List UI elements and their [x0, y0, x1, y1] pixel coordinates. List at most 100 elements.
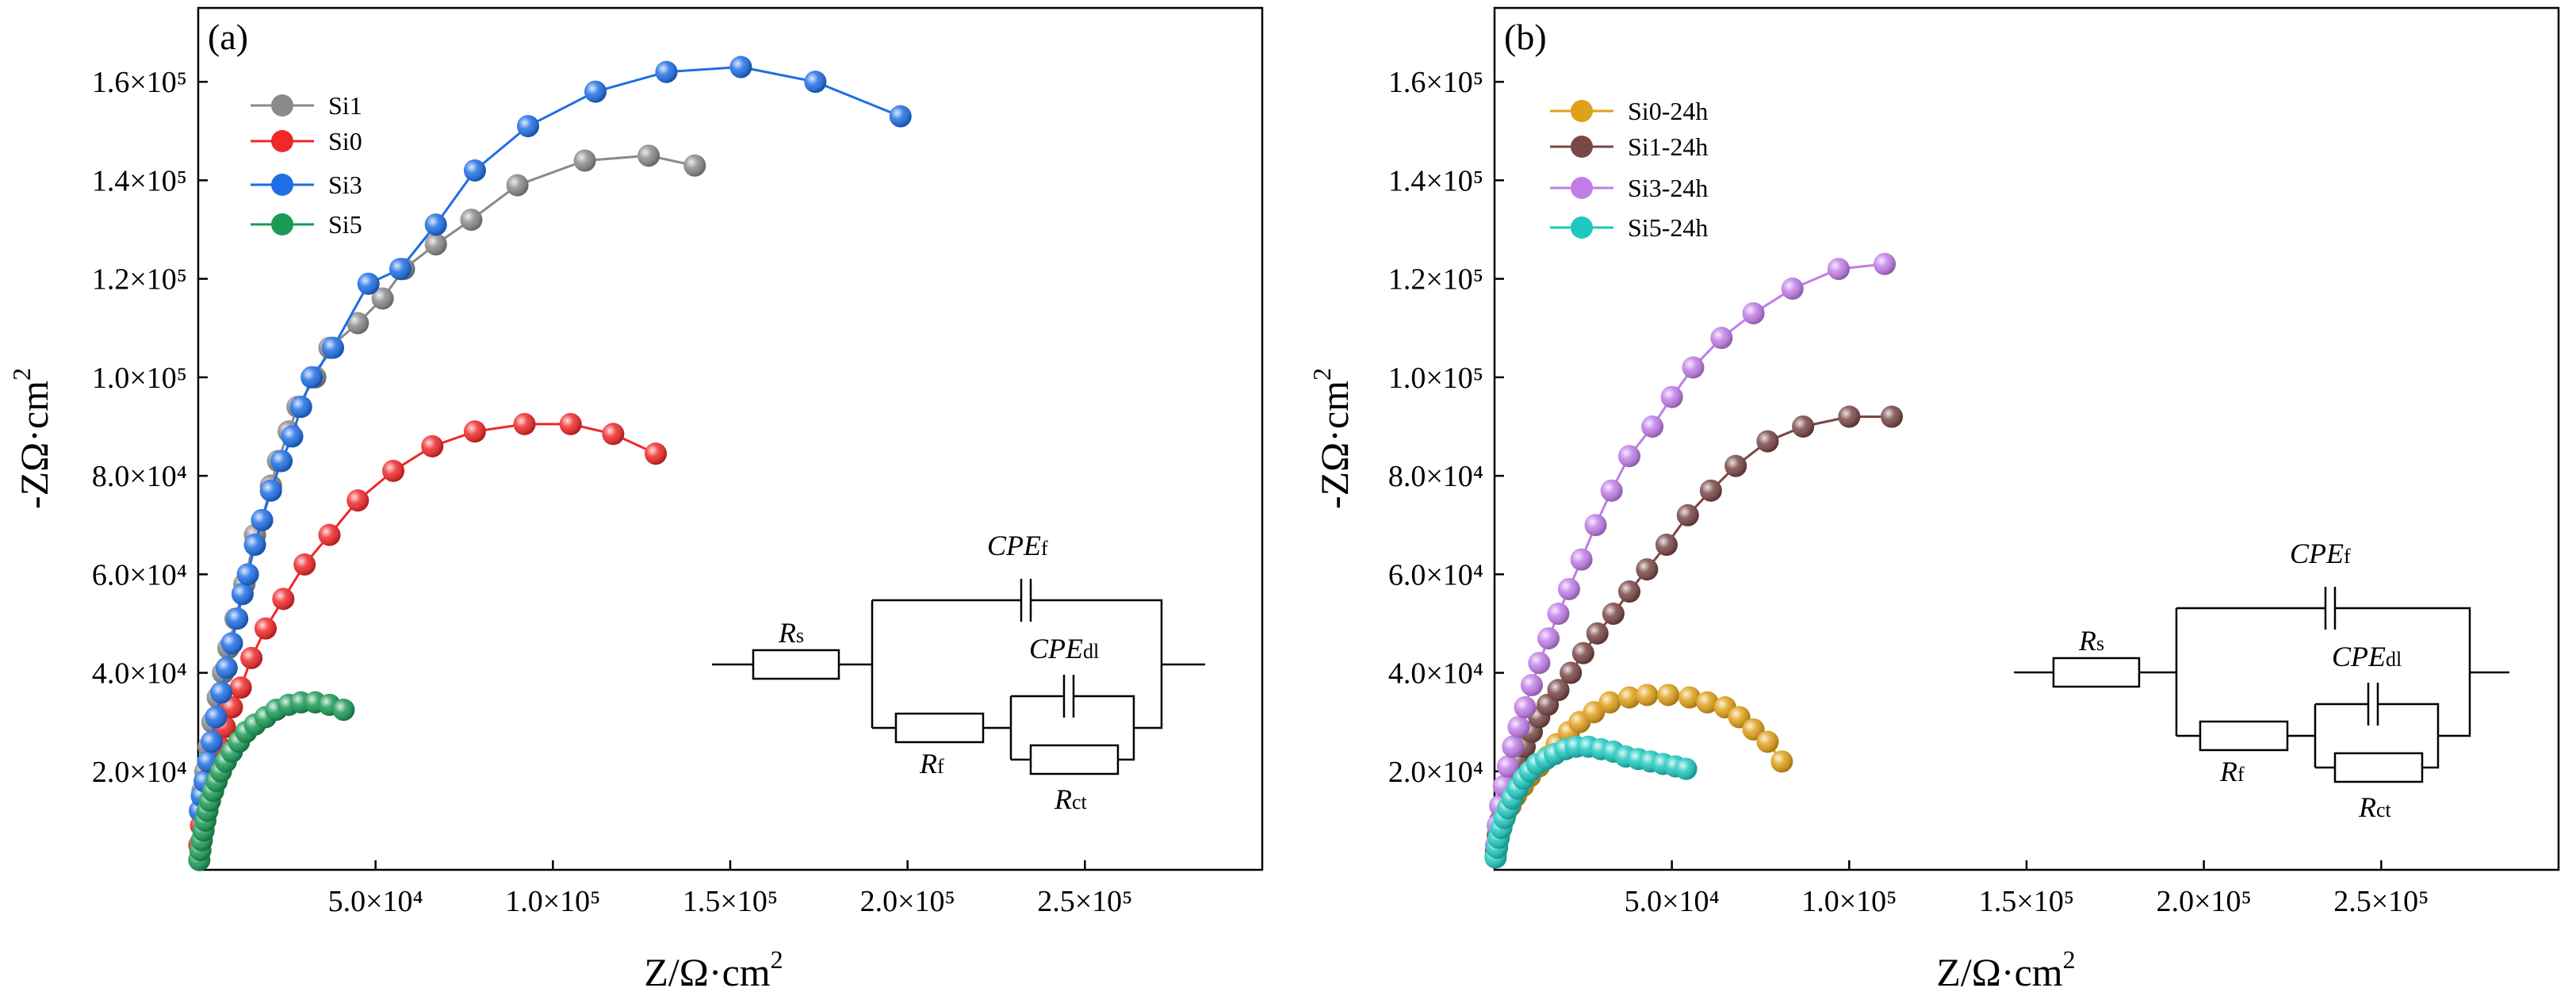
data-point-shading	[1586, 622, 1609, 645]
data-point-shading	[1710, 327, 1733, 350]
data-point-shading	[1636, 558, 1659, 581]
data-point-shading	[1514, 696, 1537, 719]
legend-item-si1: Si1	[251, 91, 362, 120]
data-point-shading	[1682, 356, 1705, 379]
legend-marker-si0	[271, 130, 293, 152]
x-axis-title-b: Z/Ω·cm2	[1936, 945, 2075, 994]
data-point-shading	[1675, 757, 1698, 780]
data-point-shading	[1827, 258, 1850, 281]
y-tick-label: 1.2×10⁵	[92, 263, 187, 297]
data-point-shading	[346, 489, 369, 512]
data-point-shading	[1655, 534, 1678, 557]
legend-item-si3: Si3	[251, 170, 362, 199]
data-point-shading	[1742, 302, 1765, 325]
series-si3	[189, 56, 912, 822]
circuit-label-cpef-b: CPEf	[2290, 538, 2351, 569]
data-point-shading	[1874, 252, 1897, 275]
panel-label-a: (a)	[208, 17, 248, 57]
legend-label-si5-24h: Si5-24h	[1628, 213, 1708, 242]
x-tick-label: 2.0×10⁵	[2157, 885, 2252, 918]
data-point-shading	[424, 213, 447, 236]
data-point-shading	[1724, 454, 1747, 477]
equivalent-circuit-b: Rs CPEf CPEdl Rf Rct	[2014, 538, 2509, 823]
data-point-shading	[463, 420, 486, 443]
circuit-label-rs-b: Rs	[2078, 625, 2104, 657]
y-tick-label: 1.4×10⁵	[92, 164, 187, 197]
legend-label-si1: Si1	[328, 91, 362, 120]
circuit-label-rf-a: Rf	[919, 748, 944, 779]
data-point-shading	[517, 115, 540, 138]
data-point-shading	[1660, 385, 1683, 408]
x-tick-label: 5.0×10⁴	[1625, 885, 1720, 918]
circuit-label-cpedl-b: CPEdl	[2332, 641, 2402, 672]
legend-item-si1-24h: Si1-24h	[1550, 132, 1708, 161]
data-point-shading	[1547, 679, 1570, 702]
data-point-shading	[1678, 686, 1701, 709]
data-point-shading	[1600, 479, 1623, 502]
series-group-a	[188, 56, 912, 871]
data-point-shading	[243, 534, 266, 557]
data-point-shading	[215, 657, 238, 680]
data-point-shading	[1770, 750, 1793, 773]
data-point-shading	[300, 366, 323, 389]
legend-item-si0: Si0	[251, 127, 362, 155]
legend-label-si0-24h: Si0-24h	[1628, 97, 1708, 125]
y-tick-label: 8.0×10⁴	[1388, 460, 1483, 493]
data-point-shading	[318, 523, 341, 546]
legend-label-si5: Si5	[328, 210, 362, 239]
data-point-shading	[229, 676, 252, 699]
tick-group-a: 5.0×10⁴ 1.0×10⁵ 1.5×10⁵ 2.0×10⁵ 2.5×10⁵ 2.0×1…	[92, 66, 1133, 918]
resistor-rct-b	[2333, 752, 2424, 783]
equivalent-circuit-a: Rs CPEf CPEdl Rf Rct	[712, 530, 1205, 815]
data-point-shading	[1557, 577, 1580, 600]
data-point-shading	[357, 272, 380, 295]
legend-item-si3-24h: Si3-24h	[1550, 174, 1708, 202]
x-tick-label: 1.5×10⁵	[1979, 885, 2074, 918]
data-point-shading	[1699, 479, 1722, 502]
legend-a: Si1 Si0 Si3 Si5	[251, 91, 362, 239]
data-point-shading	[346, 312, 369, 335]
data-point-shading	[804, 71, 827, 94]
data-point-shading	[889, 105, 912, 128]
series-group-b	[1484, 252, 1904, 869]
legend-label-si0: Si0	[328, 127, 362, 155]
legend-label-si1-24h: Si1-24h	[1628, 132, 1708, 161]
data-point-shading	[1520, 674, 1543, 697]
y-axis-title-b: -ZΩ·cm2	[1307, 368, 1357, 509]
legend-item-si0-24h: Si0-24h	[1550, 97, 1708, 125]
resistor-rf-b	[2199, 720, 2289, 752]
data-point-shading	[270, 450, 293, 473]
data-point-shading	[1560, 661, 1583, 684]
data-point-shading	[602, 423, 625, 446]
data-point-shading	[332, 699, 355, 722]
legend-label-si3-24h: Si3-24h	[1628, 174, 1708, 202]
circuit-label-rs-a: Rs	[778, 617, 804, 649]
data-point-shading	[272, 588, 295, 611]
data-point-shading	[1528, 652, 1551, 675]
data-point-shading	[251, 508, 274, 531]
data-point-shading	[1547, 603, 1570, 626]
data-point-shading	[573, 149, 596, 172]
legend-label-si3: Si3	[328, 170, 362, 199]
y-tick-label: 2.0×10⁴	[1388, 756, 1483, 789]
data-point-shading	[584, 80, 607, 103]
data-point-shading	[506, 174, 529, 197]
data-point-shading	[683, 154, 706, 177]
data-point-shading	[382, 459, 405, 482]
y-tick-label: 1.2×10⁵	[1388, 263, 1483, 297]
data-point-shading	[1617, 686, 1640, 709]
data-point-shading	[236, 563, 259, 586]
series-si0	[188, 412, 668, 856]
legend-marker-si5	[271, 213, 293, 235]
x-tick-label: 5.0×10⁴	[328, 885, 423, 918]
data-point-shading	[1502, 735, 1525, 758]
data-point-shading	[371, 287, 394, 310]
circuit-wires-b	[2014, 607, 2509, 769]
data-point-shading	[1537, 627, 1560, 650]
data-point-shading	[729, 56, 752, 78]
y-tick-label: 1.6×10⁵	[92, 66, 187, 99]
resistor-rs-b	[2052, 657, 2141, 688]
data-point-shading	[289, 396, 312, 419]
data-point-shading	[1641, 415, 1664, 438]
